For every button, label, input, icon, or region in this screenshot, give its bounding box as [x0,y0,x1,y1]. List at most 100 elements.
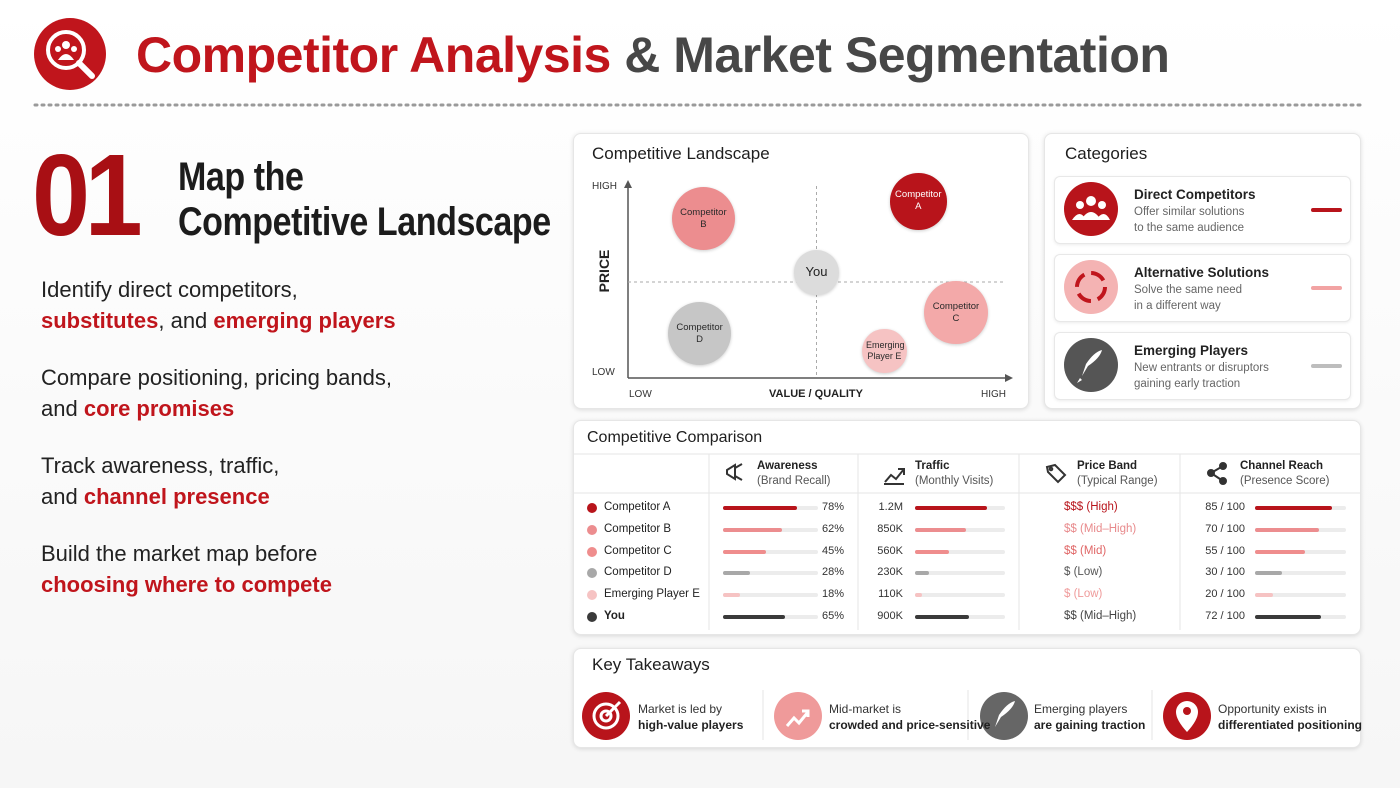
value-label: 850K [877,522,903,535]
card-title: Competitive Comparison [587,429,763,446]
card-title: Competitive Landscape [592,144,770,163]
value-label: 1.2M [878,501,903,513]
bar [723,527,782,532]
bubble-label: You [805,264,828,280]
takeaway-icons [582,692,1211,740]
table-lines [574,453,1360,740]
highlight-text: emerging players [213,308,396,333]
point-text: Compare positioning, pricing bands, [41,365,392,390]
column-name: Traffic [915,460,950,472]
bubble: Competitor C [924,281,988,345]
section-number: 01 [32,130,143,260]
highlight-text: substitutes [41,308,159,333]
category-name: Alternative Solutions [1134,265,1270,280]
axis-end-label: HIGH [981,389,1006,400]
row-dot [587,503,597,513]
point-line: and core promises [41,396,234,422]
takeaway-text: are gaining traction [1034,718,1146,732]
point-text: and [41,396,84,421]
row-dot [587,568,597,579]
bar-track [723,549,818,554]
comparison-card [573,420,1361,635]
price-band: $ (Low) [1064,566,1103,579]
price-band: $$ (Mid–High) [1064,610,1137,622]
bubble: Competitor A [890,173,947,230]
category-desc: Solve the same need [1134,284,1243,296]
price-band: $$$ (High) [1064,501,1118,513]
row-name: You [604,610,625,622]
point-line: substitutes, and emerging players [41,308,396,334]
row-name: Competitor B [604,522,672,535]
section-title: Map the [178,155,304,199]
bubble: Competitor B [671,187,735,251]
bar [915,615,969,619]
point-line: Compare positioning, pricing bands, [41,365,392,391]
price-band: $ (Low) [1064,588,1103,601]
bar [1255,593,1274,598]
value-label: 20 / 100 [1205,588,1245,601]
value-label: 230K [877,566,903,579]
category-desc: Offer similar solutions [1134,206,1245,218]
category-icons [1064,182,1118,392]
bar-track [915,571,1005,576]
value-label: 28% [821,566,844,579]
column-icons [726,462,1227,485]
title-main: Competitor Analysis [136,27,611,83]
row-name: Competitor D [604,566,672,579]
bar [723,506,798,510]
point-line: and channel presence [41,484,270,510]
bar [723,549,766,554]
bar [915,527,966,532]
value-label: 55 / 100 [1205,544,1245,557]
value-label: 78% [821,501,844,513]
price-band: $$ (Mid–High) [1064,522,1137,535]
value-label: 70 / 100 [1205,522,1245,535]
bar [723,615,785,619]
row-name: Competitor A [604,501,671,513]
bubble-label: Competitor C [932,300,980,324]
category-marker [1311,208,1342,212]
row-dot [587,590,597,601]
bar-track [1255,571,1346,576]
row-dot [587,612,597,622]
card-title: Key Takeaways [592,655,710,674]
bar [1255,571,1283,576]
axis-end-label: HIGH [592,181,617,192]
category-desc: to the same audience [1134,222,1244,234]
value-label: 900K [877,610,903,622]
title-rest: & Market Segmentation [624,27,1170,83]
axis-title: VALUE / QUALITY [769,388,863,400]
row-name: Competitor C [604,544,672,557]
bar [1255,549,1306,554]
column-name: Price Band [1077,460,1138,472]
value-label: 62% [821,522,844,535]
point-line: Track awareness, traffic, [41,453,279,479]
bar-track [1255,593,1346,598]
category-marker [1311,286,1342,290]
bar [723,571,750,576]
point-line: Identify direct competitors, [41,277,298,303]
takeaway-text: Market is led by [638,702,723,716]
bar-track [915,593,1005,598]
bar [915,571,929,576]
point-text: Track awareness, traffic, [41,453,280,478]
bar [1255,506,1333,510]
bubble-label: Emerging Player E [865,339,905,362]
bar [1255,527,1319,532]
bubble: Competitor D [668,302,732,366]
point-text: Identify direct competitors, [41,277,298,302]
takeaway-text: Opportunity exists in [1218,702,1327,716]
bar [915,549,949,554]
bar [915,593,922,598]
value-label: 110K [878,588,903,601]
card-title: Categories [1065,144,1148,163]
highlight-text: core promises [83,396,235,421]
column-sub: (Presence Score) [1240,475,1330,487]
bubble: Emerging Player E [861,328,907,374]
point-line: Build the market map before [41,541,317,567]
bar [1255,615,1321,619]
takeaway-text: high-value players [638,718,744,732]
highlight-text: choosing where to compete [41,572,332,597]
point-text: and [41,484,84,509]
